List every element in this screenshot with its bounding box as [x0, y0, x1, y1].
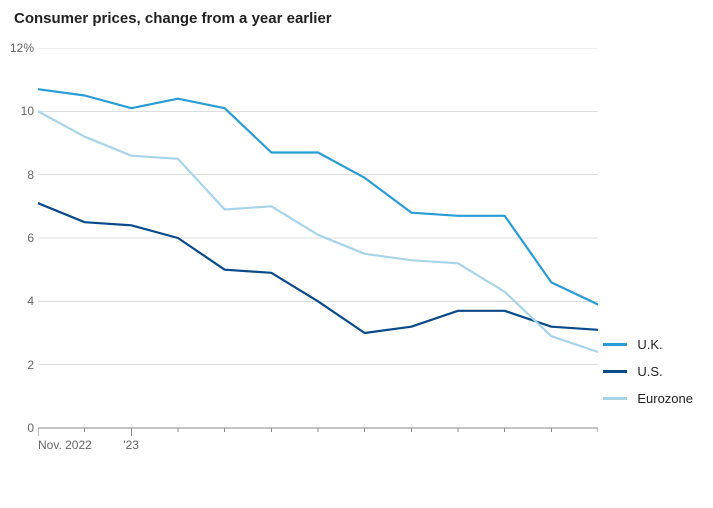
y-tick-label: 0: [0, 421, 34, 435]
legend-item: U.K.: [603, 337, 693, 352]
legend: U.K. U.S. Eurozone: [603, 325, 693, 418]
x-tick-label: '23: [123, 438, 139, 452]
legend-swatch: [603, 343, 627, 346]
legend-swatch: [603, 370, 627, 373]
series-line-u-s-: [38, 203, 598, 333]
y-tick-label: 4: [0, 294, 34, 308]
legend-swatch: [603, 397, 627, 400]
series-line-u-k-: [38, 89, 598, 304]
legend-item: U.S.: [603, 364, 693, 379]
y-tick-label: 6: [0, 231, 34, 245]
legend-label: U.K.: [637, 337, 662, 352]
chart-container: Consumer prices, change from a year earl…: [0, 0, 713, 508]
legend-label: U.S.: [637, 364, 662, 379]
legend-label: Eurozone: [637, 391, 693, 406]
legend-item: Eurozone: [603, 391, 693, 406]
y-tick-label: 8: [0, 168, 34, 182]
chart-title: Consumer prices, change from a year earl…: [14, 10, 332, 27]
y-tick-label: 12%: [0, 41, 34, 55]
y-tick-label: 10: [0, 104, 34, 118]
y-tick-label: 2: [0, 358, 34, 372]
line-chart-plot: [38, 48, 598, 458]
x-tick-label: Nov. 2022: [38, 438, 92, 452]
series-line-eurozone: [38, 111, 598, 352]
